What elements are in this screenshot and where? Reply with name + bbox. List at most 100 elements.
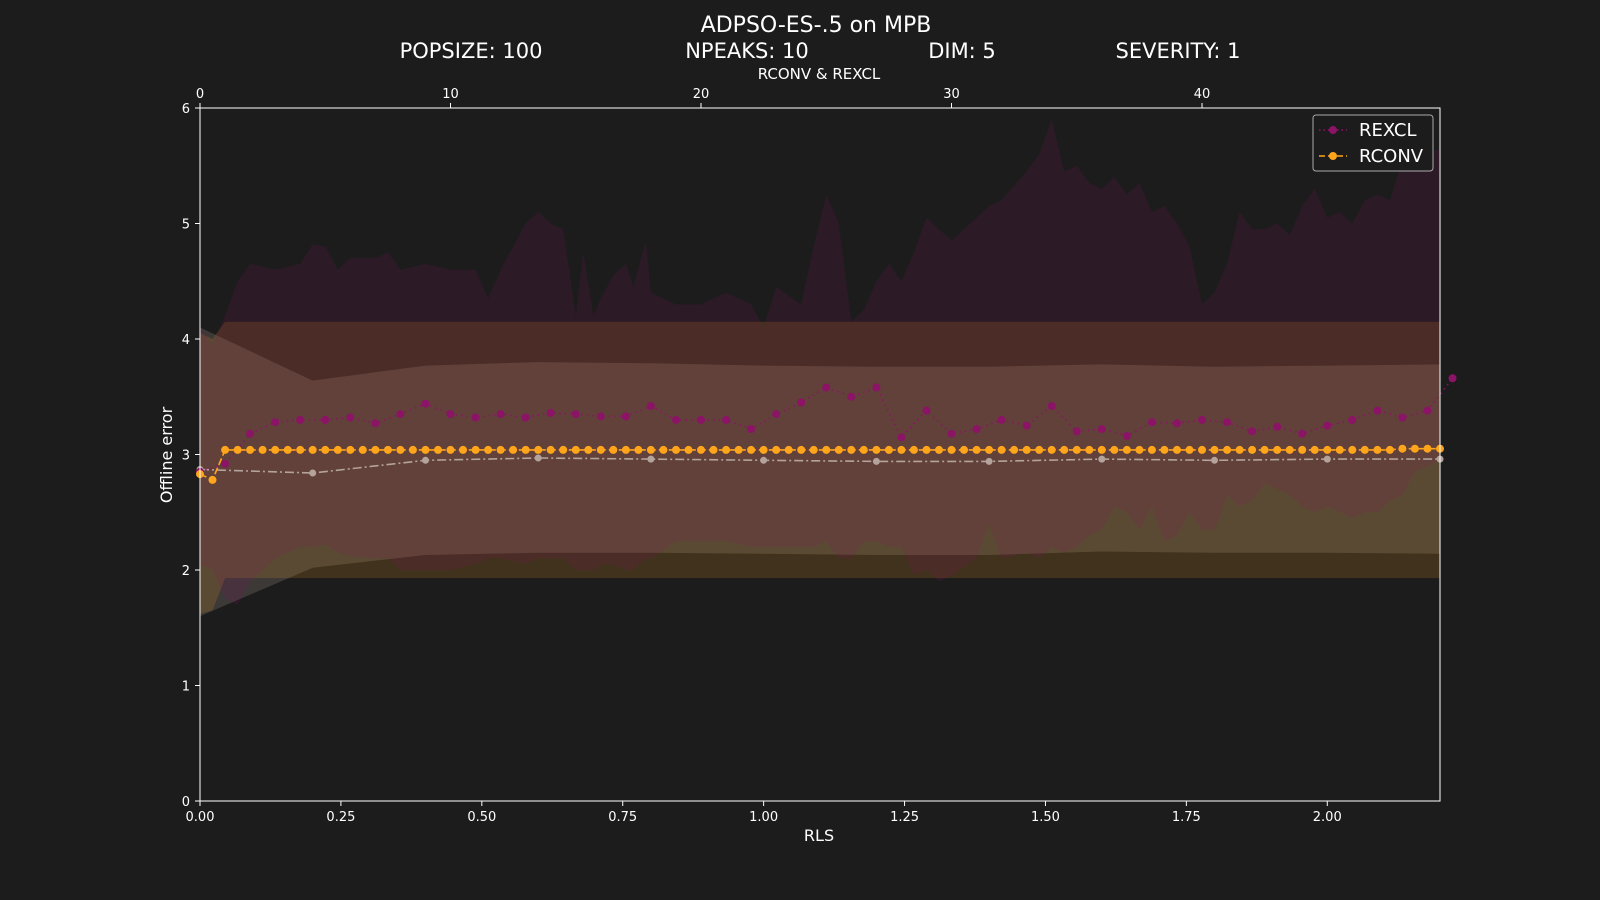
point-rconv	[1186, 446, 1194, 454]
point-rconv	[1198, 446, 1206, 454]
point-rexcl	[271, 418, 279, 426]
point-rconv	[284, 446, 292, 454]
point-rconv	[685, 446, 693, 454]
point-rconv	[509, 446, 517, 454]
point-rconv	[1311, 446, 1319, 454]
point-rconv	[1123, 446, 1131, 454]
point-rexcl	[973, 425, 981, 433]
point-rexcl	[772, 410, 780, 418]
point-rexcl	[1223, 418, 1231, 426]
x-tick-label: 0.00	[186, 810, 215, 825]
point-rconv	[1160, 446, 1168, 454]
point-rexcl	[1073, 427, 1081, 435]
point-rconv	[484, 446, 492, 454]
point-rconv	[547, 446, 555, 454]
point-rexcl	[1098, 425, 1106, 433]
point-rconv	[334, 446, 342, 454]
point-rconv	[209, 476, 217, 484]
point-rconv	[522, 446, 530, 454]
point-rconv	[1173, 446, 1181, 454]
top-tick-label: 20	[693, 87, 710, 102]
point-rconv	[659, 446, 667, 454]
point-rexcl	[1398, 414, 1406, 422]
legend: REXCL RCONV	[1313, 115, 1433, 171]
y-tick-label: 3	[182, 449, 190, 464]
point-rconv	[1398, 445, 1406, 453]
point-rls	[535, 455, 542, 462]
point-rconv	[371, 446, 379, 454]
point-rexcl	[447, 410, 455, 418]
top-tick-label: 40	[1194, 87, 1211, 102]
point-rexcl	[346, 414, 354, 422]
point-rconv	[672, 446, 680, 454]
chart-title: ADPSO-ES-.5 on MPB	[701, 13, 932, 38]
point-rexcl	[948, 430, 956, 438]
point-rconv	[622, 446, 630, 454]
point-rexcl	[422, 400, 430, 408]
point-rexcl	[522, 414, 530, 422]
point-rexcl	[597, 412, 605, 420]
point-rexcl	[622, 412, 630, 420]
point-rconv	[296, 446, 304, 454]
point-rexcl	[747, 425, 755, 433]
point-rconv	[1035, 446, 1043, 454]
x-tick-label: 1.00	[749, 810, 778, 825]
point-rconv	[534, 446, 542, 454]
point-rconv	[923, 446, 931, 454]
point-rexcl	[1198, 416, 1206, 424]
point-rconv	[472, 446, 480, 454]
point-rexcl	[572, 410, 580, 418]
y-tick-label: 5	[182, 218, 190, 233]
point-rconv	[346, 446, 354, 454]
legend-rconv-marker	[1329, 152, 1337, 160]
point-rconv	[259, 446, 267, 454]
point-rconv	[434, 446, 442, 454]
point-rconv	[735, 446, 743, 454]
point-rconv	[609, 446, 617, 454]
point-rconv	[897, 446, 905, 454]
point-rexcl	[1298, 430, 1306, 438]
point-rconv	[1023, 446, 1031, 454]
point-rexcl	[1449, 374, 1457, 382]
param-dim: DIM: 5	[928, 39, 996, 63]
point-rls	[1211, 457, 1218, 464]
point-rexcl	[396, 410, 404, 418]
point-rconv	[1424, 445, 1432, 453]
point-rconv	[221, 446, 229, 454]
y-tick-label: 4	[182, 333, 190, 348]
point-rconv	[1336, 446, 1344, 454]
point-rexcl	[547, 409, 555, 417]
point-rls	[647, 456, 654, 463]
x-tick-label: 1.75	[1172, 810, 1201, 825]
point-rconv	[1135, 446, 1143, 454]
point-rconv	[1411, 445, 1419, 453]
legend-rconv-label: RCONV	[1359, 146, 1424, 167]
point-rconv	[797, 446, 805, 454]
point-rconv	[985, 446, 993, 454]
point-rconv	[584, 446, 592, 454]
y-axis-label: Offline error	[157, 406, 176, 503]
param-popsize: POPSIZE: 100	[400, 39, 543, 63]
point-rconv	[948, 446, 956, 454]
legend-rexcl-label: REXCL	[1359, 120, 1417, 141]
point-rls	[1098, 456, 1105, 463]
point-rexcl	[1148, 418, 1156, 426]
point-rexcl	[872, 384, 880, 392]
point-rexcl	[497, 410, 505, 418]
point-rconv	[1261, 446, 1269, 454]
point-rconv	[760, 446, 768, 454]
point-rexcl	[697, 416, 705, 424]
point-rconv	[1361, 446, 1369, 454]
point-rls	[986, 458, 993, 465]
point-rconv	[835, 446, 843, 454]
point-rls	[760, 457, 767, 464]
point-rexcl	[1123, 432, 1131, 440]
point-rconv	[910, 446, 918, 454]
point-rconv	[1048, 446, 1056, 454]
point-rexcl	[296, 416, 304, 424]
point-rconv	[960, 446, 968, 454]
point-rconv	[559, 446, 567, 454]
point-rconv	[597, 446, 605, 454]
point-rexcl	[797, 399, 805, 407]
point-rconv	[572, 446, 580, 454]
